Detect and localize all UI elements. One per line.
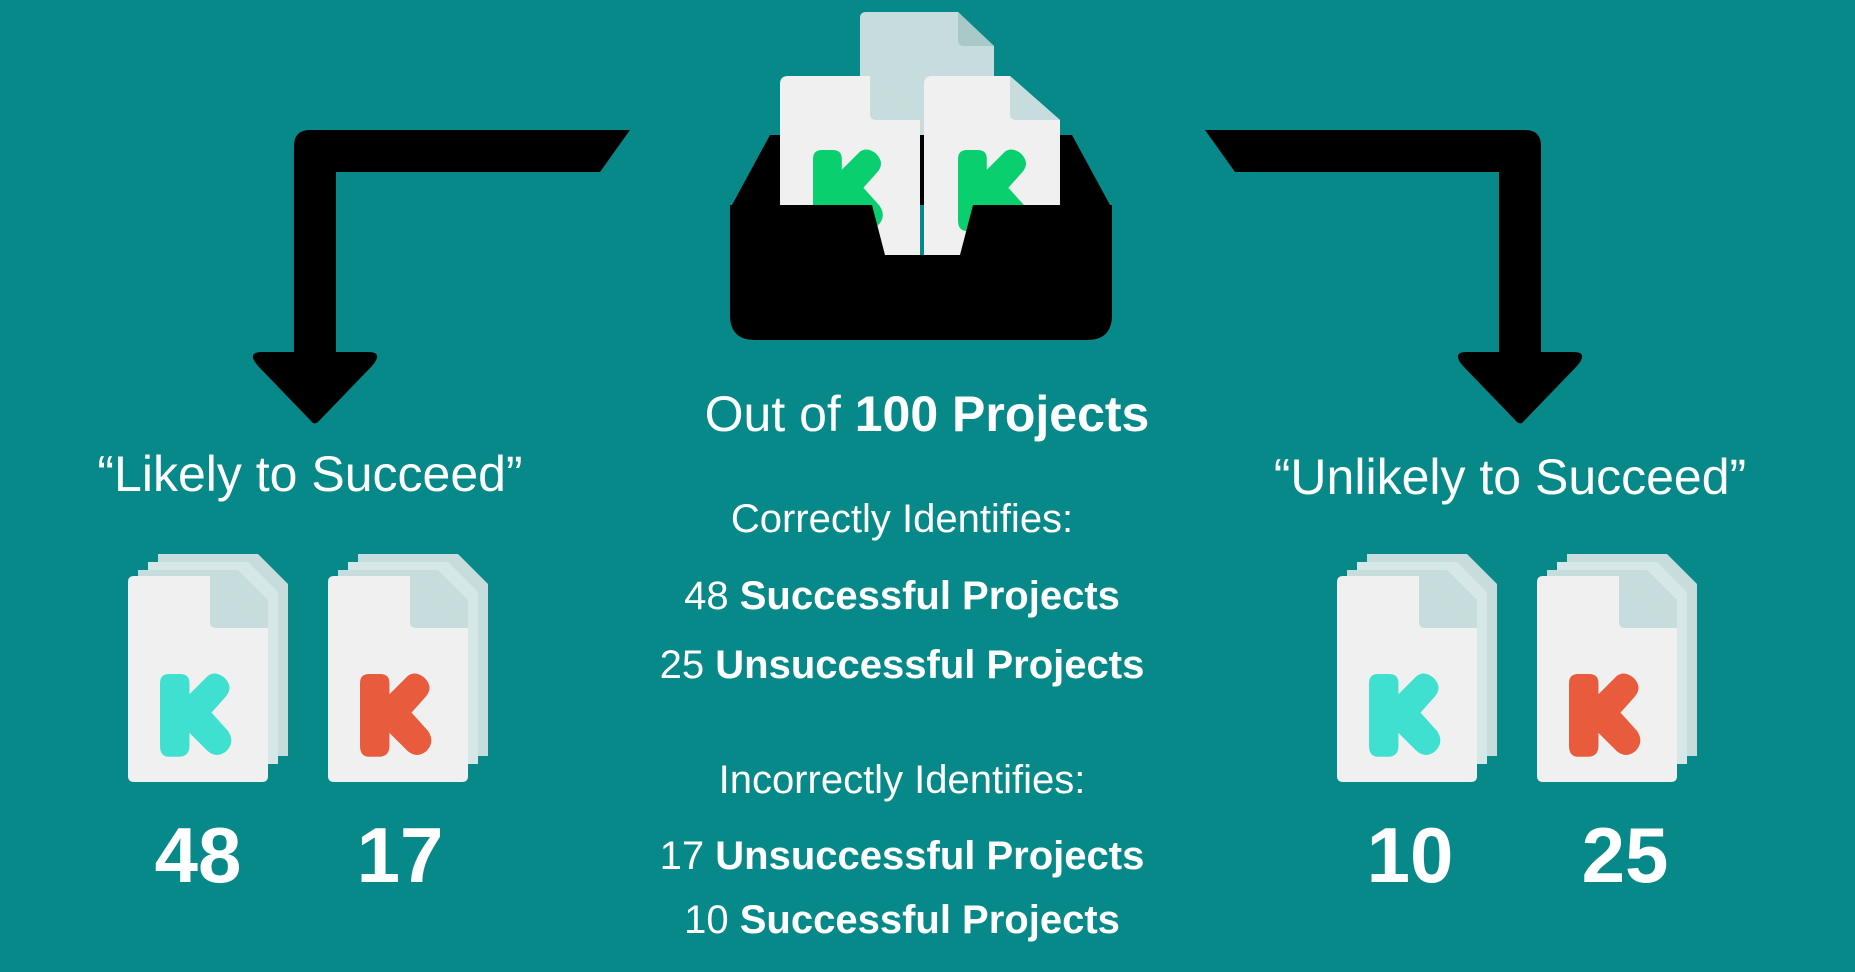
center-title: Out of 100 Projects [527,385,1327,443]
right-label: “Unlikely to Succeed” [1273,449,1747,505]
title-prefix: Out of [704,386,841,442]
left-label: “Likely to Succeed” [97,446,523,502]
right-count-successful: 10 [1366,811,1454,899]
incorrect-item-2-num: 10 [684,898,729,942]
incorrect-item-1-label: Unsuccessful Projects [715,834,1145,878]
right-elbow-arrow-icon [1205,130,1583,424]
left-elbow-arrow-icon [252,130,630,424]
left-count-unsuccessful: 17 [356,811,444,899]
left-count-successful: 48 [154,811,242,899]
incorrect-item-2: 10 Successful Projects [527,898,1277,943]
correct-item-2-label: Unsuccessful Projects [715,643,1145,687]
correct-item-1-num: 48 [684,574,729,618]
correct-item-1: 48 Successful Projects [527,574,1277,619]
title-bold: 100 Projects [854,386,1150,442]
incorrect-item-2-label: Successful Projects [739,898,1120,942]
right-red-doc-stack-icon [1537,554,1697,782]
right-teal-doc-stack-icon [1337,554,1497,782]
incorrect-item-1-num: 17 [659,834,705,878]
correct-heading: Correctly Identifies: [730,497,1074,541]
left-teal-doc-stack-icon [128,554,288,782]
incorrect-item-1: 17 Unsuccessful Projects [527,834,1277,879]
correct-item-2: 25 Unsuccessful Projects [527,643,1277,688]
correct-item-2-num: 25 [659,643,705,687]
incorrect-heading: Incorrectly Identifies: [718,758,1086,802]
inbox-tray-icon [730,12,1112,340]
right-count-unsuccessful: 25 [1581,811,1669,899]
left-red-doc-stack-icon [328,554,488,782]
correct-item-1-label: Successful Projects [739,574,1120,618]
